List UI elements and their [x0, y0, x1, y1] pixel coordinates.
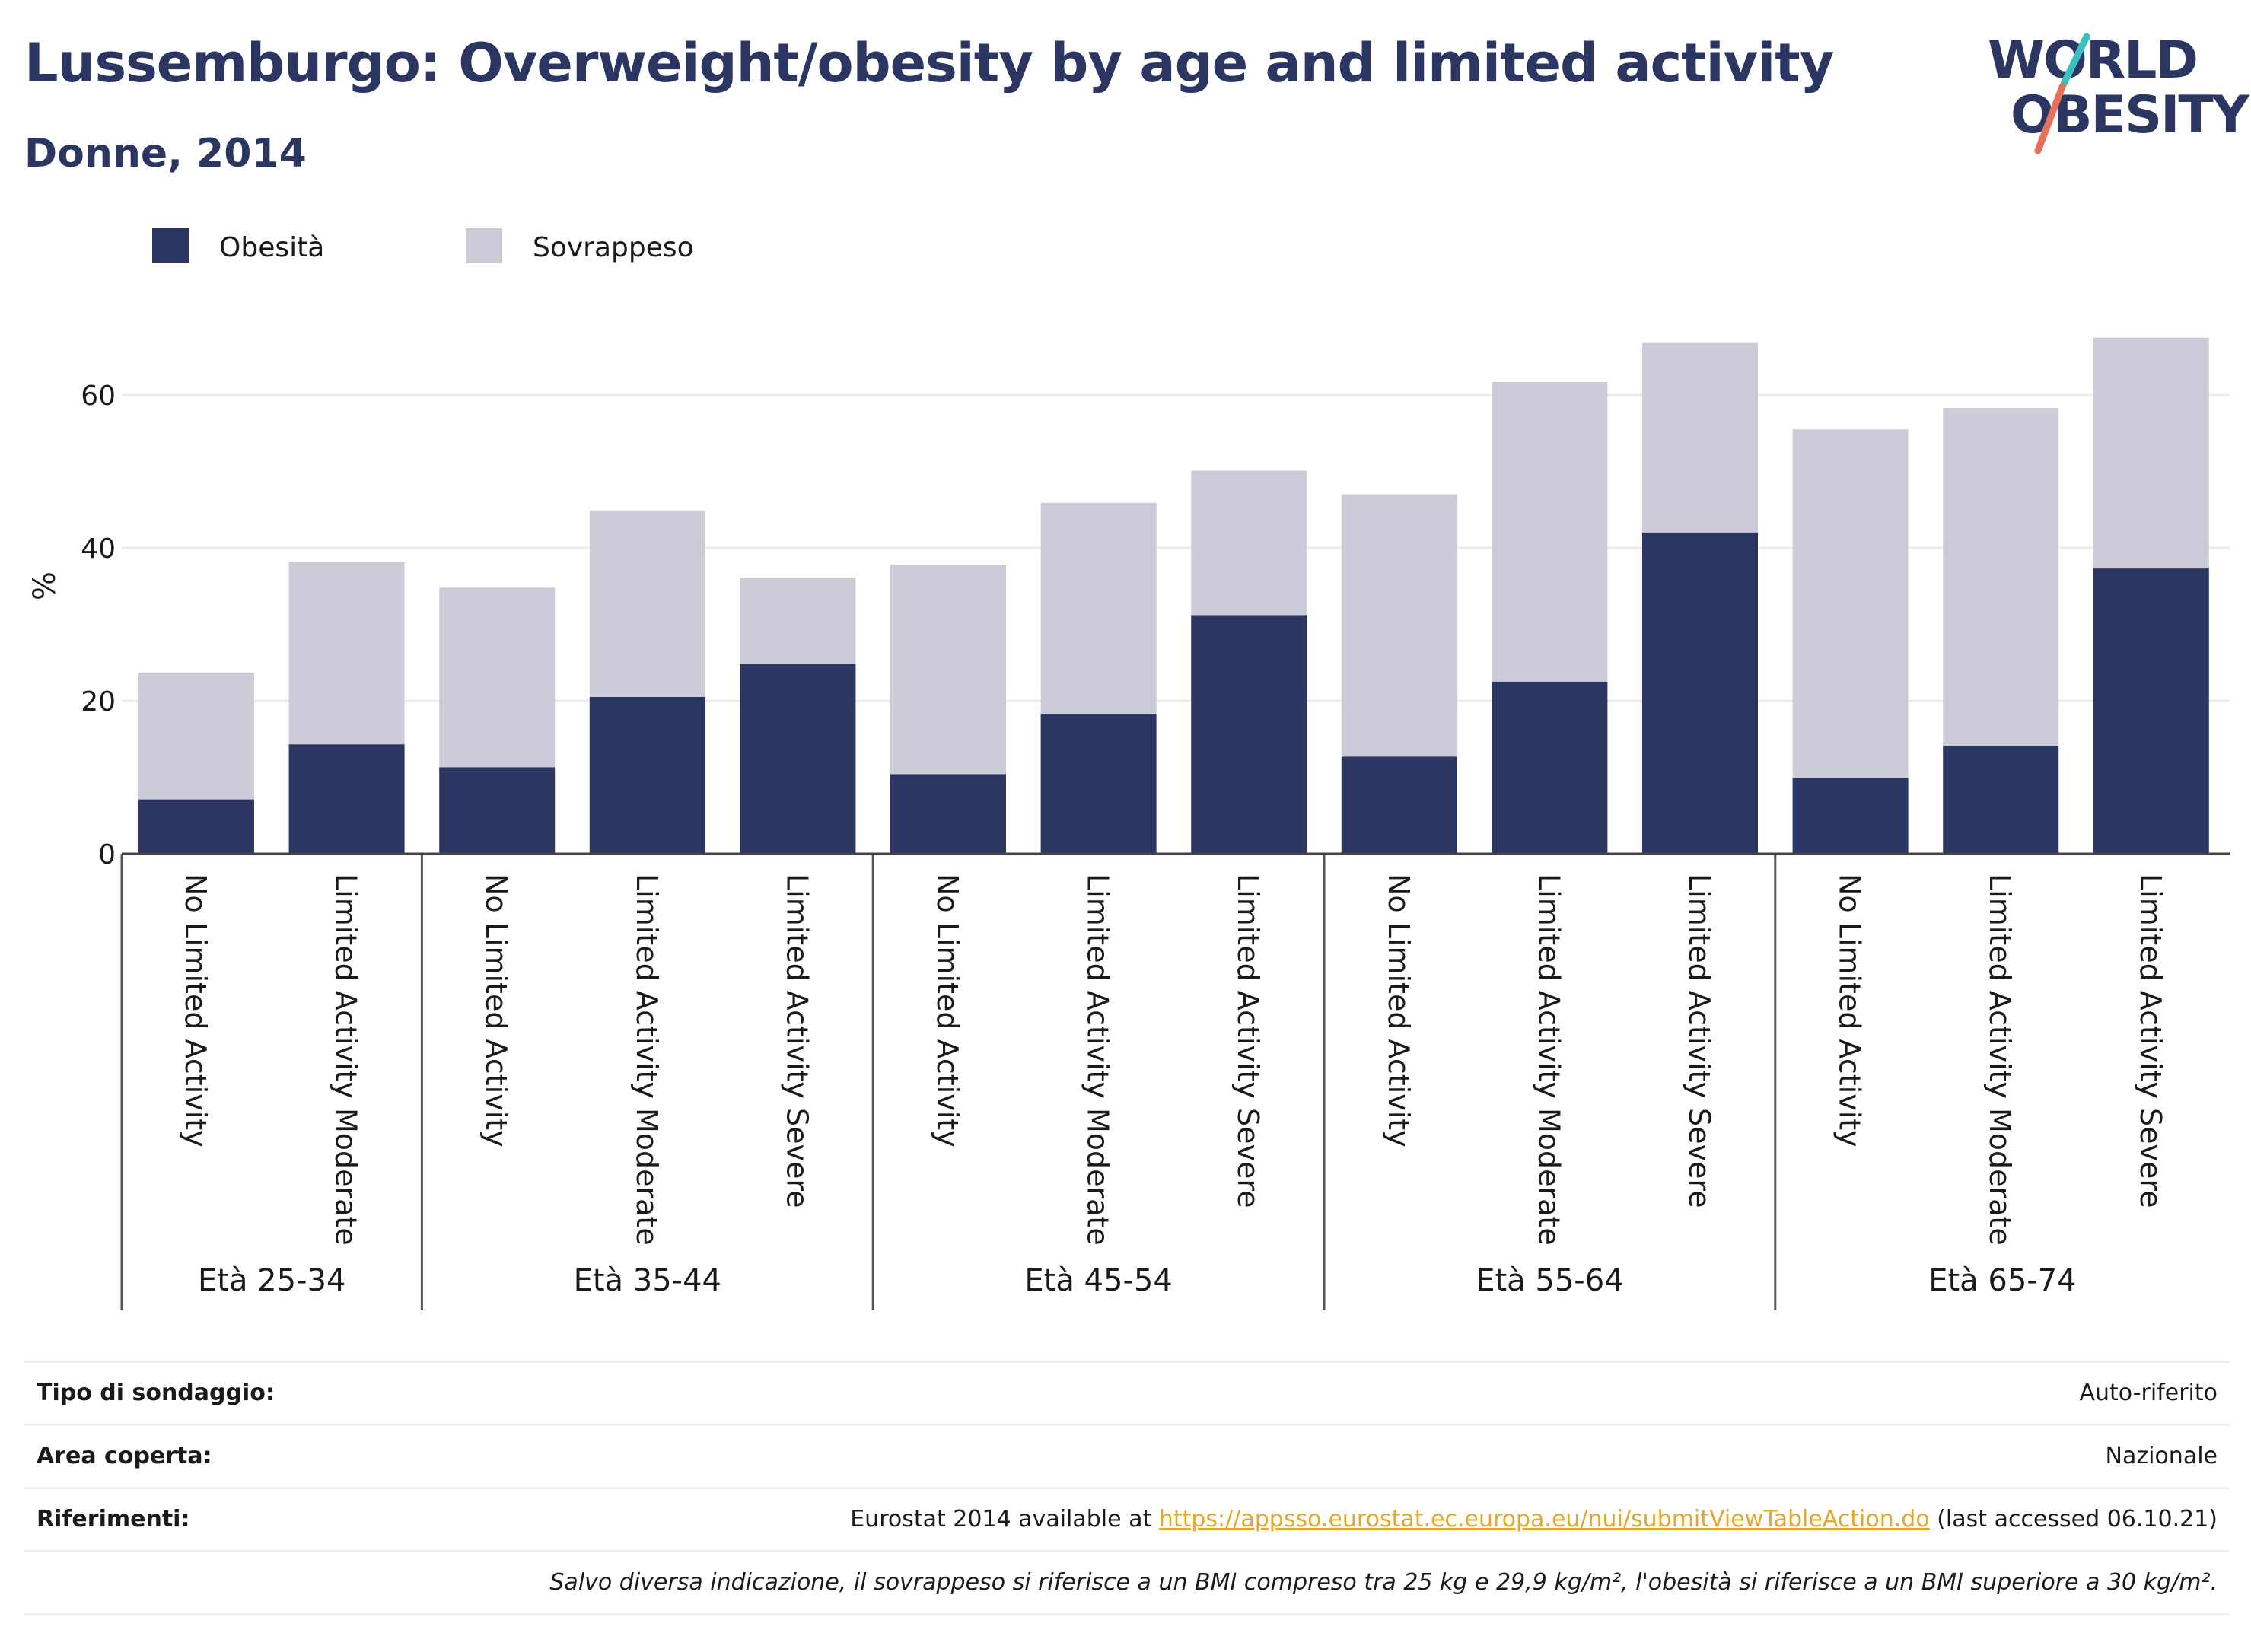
bar-overweight: [1492, 381, 1608, 682]
bar-obesity: [1642, 532, 1758, 854]
footer-table: Tipo di sondaggio: Auto-riferito Area co…: [24, 1361, 2230, 1615]
bar-obesity: [1943, 746, 2059, 854]
bar-obesity: [589, 696, 705, 854]
y-tick-label: 60: [81, 380, 116, 412]
bar-obesity: [439, 767, 556, 854]
bar-overweight: [1642, 342, 1758, 533]
legend-swatch-obesity: [152, 228, 189, 263]
bar-overweight: [288, 562, 405, 745]
x-category-label: No Limited Activity: [479, 874, 513, 1147]
bar-overweight: [1191, 470, 1307, 616]
bar-obesity: [1792, 778, 1909, 854]
bar-obesity: [1191, 615, 1307, 854]
references-prefix: Eurostat 2014 available at: [850, 1506, 1159, 1533]
bar-obesity: [1040, 714, 1157, 854]
bar-obesity: [740, 664, 856, 854]
bar-obesity: [138, 799, 254, 854]
chart-title: Lussemburgo: Overweight/obesity by age a…: [24, 32, 1834, 94]
bar-overweight: [589, 510, 705, 697]
chart-subtitle: Donne, 2014: [24, 131, 307, 177]
bar-overweight: [890, 565, 1006, 775]
footer-row-note: Salvo diversa indicazione, il sovrappeso…: [24, 1550, 2230, 1615]
x-category-label: Limited Activity Moderate: [1532, 874, 1565, 1246]
x-category-label: Limited Activity Severe: [2134, 874, 2167, 1208]
x-group-label: Età 35-44: [574, 1263, 721, 1298]
bar-overweight: [1943, 408, 2059, 746]
bar-overweight: [1341, 494, 1457, 757]
legend-label-obesity: Obesità: [219, 232, 324, 263]
bar-obesity: [890, 774, 1006, 854]
references-suffix: (last accessed 06.10.21): [1929, 1506, 2218, 1533]
x-category-label: Limited Activity Severe: [1683, 874, 1716, 1208]
legend-swatch-overweight: [466, 228, 502, 263]
bar-overweight: [740, 578, 856, 664]
y-tick-label: 20: [81, 686, 116, 718]
bar-overweight: [138, 672, 254, 800]
x-group-label: Età 25-34: [198, 1263, 345, 1298]
y-axis-label: %: [27, 571, 62, 600]
legend-label-overweight: Sovrappeso: [533, 232, 694, 263]
x-category-label: Limited Activity Moderate: [1081, 874, 1115, 1246]
logo-line-1: WORLD: [1988, 30, 2198, 91]
world-obesity-logo: WORLD OBESITY: [1986, 30, 2249, 167]
bar-obesity: [1341, 756, 1457, 854]
survey-value: Auto-riferito: [2079, 1380, 2218, 1406]
area-label: Area coperta:: [37, 1443, 212, 1469]
y-tick-label: 40: [81, 533, 116, 565]
x-category-label: Limited Activity Moderate: [1983, 874, 2017, 1246]
x-category-label: Limited Activity Moderate: [330, 874, 363, 1246]
x-group-label: Età 65-74: [1928, 1263, 2076, 1298]
references-link[interactable]: https://appsso.eurostat.ec.europa.eu/nui…: [1158, 1506, 1930, 1533]
area-value: Nazionale: [2105, 1443, 2218, 1469]
x-category-label: No Limited Activity: [1382, 874, 1415, 1147]
survey-label: Tipo di sondaggio:: [37, 1380, 275, 1406]
footer-row-area: Area coperta: Nazionale: [24, 1424, 2230, 1487]
bar-obesity: [1492, 681, 1608, 854]
x-category-label: No Limited Activity: [179, 874, 212, 1147]
references-value: Eurostat 2014 available at https://appss…: [850, 1506, 2218, 1533]
bar-overweight: [2093, 337, 2209, 569]
bar-obesity: [2093, 568, 2209, 854]
x-category-label: Limited Activity Severe: [1231, 874, 1265, 1208]
bar-obesity: [288, 744, 405, 854]
x-category-label: Limited Activity Moderate: [630, 874, 664, 1246]
footer-row-references: Riferimenti: Eurostat 2014 available at …: [24, 1487, 2230, 1550]
x-category-label: Limited Activity Severe: [780, 874, 813, 1208]
logo-slash-icon: [2034, 33, 2090, 154]
definition-note: Salvo diversa indicazione, il sovrappeso…: [549, 1569, 2218, 1596]
stacked-bar-chart: Obesità Sovrappeso 0 20 40 60% No Limited Acti…: [27, 228, 2230, 1310]
x-group-label: Età 55-64: [1476, 1263, 1623, 1298]
references-label: Riferimenti:: [37, 1506, 190, 1533]
x-category-label: No Limited Activity: [931, 874, 964, 1147]
bar-overweight: [1040, 502, 1157, 715]
x-category-label: No Limited Activity: [1833, 874, 1867, 1147]
y-tick-label: 0: [98, 839, 116, 871]
footer-row-survey: Tipo di sondaggio: Auto-riferito: [24, 1361, 2230, 1424]
bar-overweight: [439, 587, 556, 768]
bar-overweight: [1792, 429, 1909, 778]
x-group-label: Età 45-54: [1024, 1263, 1172, 1298]
